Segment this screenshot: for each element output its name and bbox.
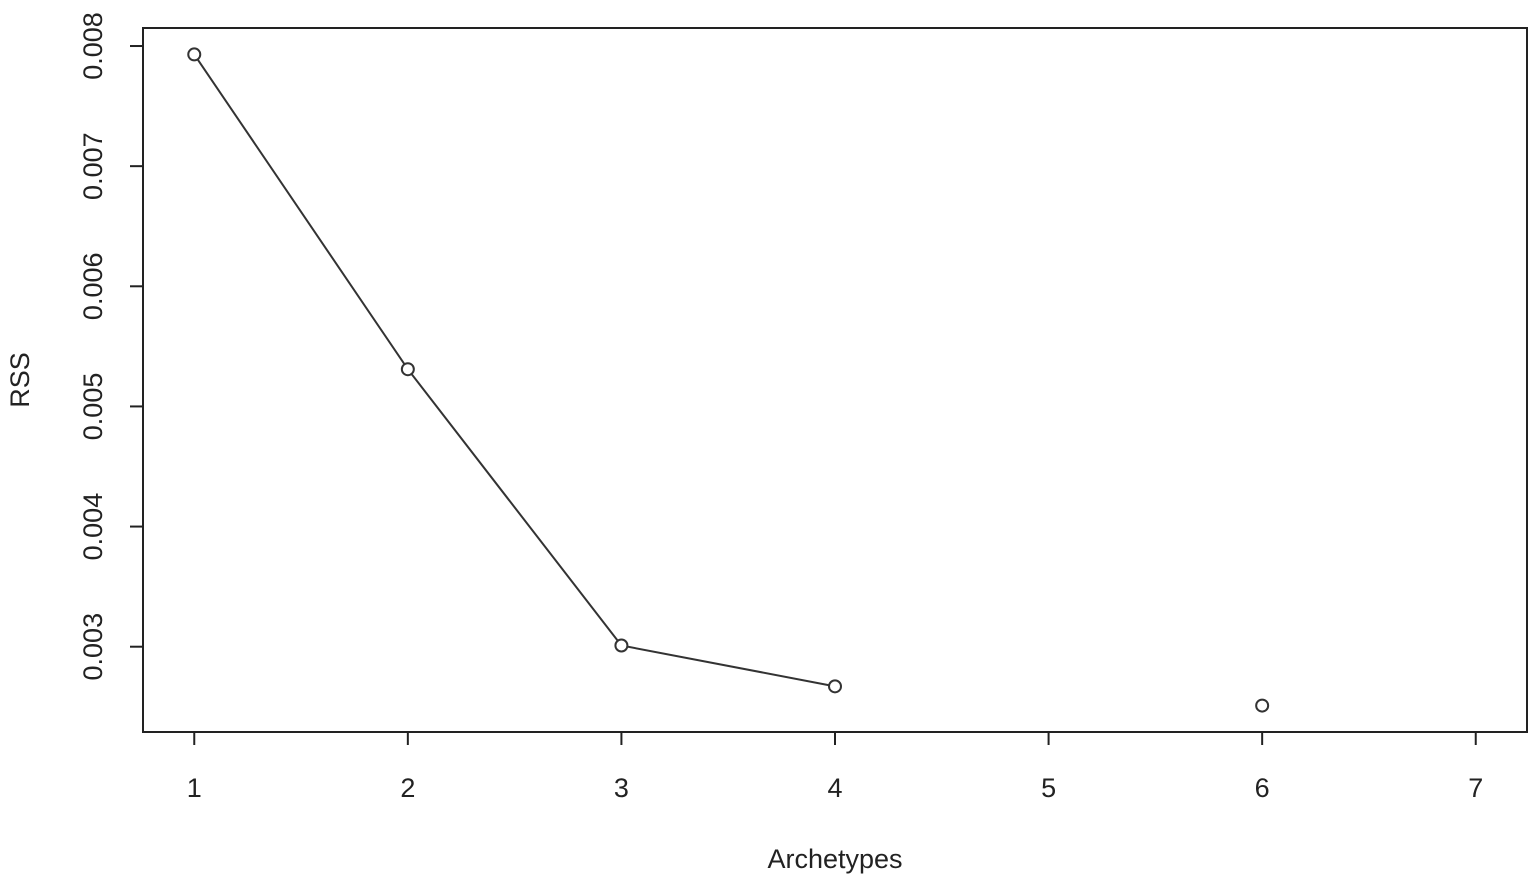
y-tick-label: 0.008 (78, 12, 108, 80)
x-tick-label: 1 (187, 773, 202, 803)
plot-frame (142, 27, 1528, 733)
y-tick-label: 0.003 (78, 613, 108, 681)
y-tick-label: 0.005 (78, 373, 108, 441)
x-tick-label: 4 (827, 773, 842, 803)
data-point (828, 679, 842, 694)
y-tick-label: 0.004 (78, 493, 108, 561)
x-tick-label: 5 (1041, 773, 1056, 803)
data-point (400, 362, 415, 377)
data-point (187, 47, 202, 62)
x-tick-label: 6 (1255, 773, 1270, 803)
data-point (614, 638, 629, 653)
y-axis-label: RSS (5, 352, 35, 408)
x-tick-label: 3 (614, 773, 629, 803)
x-tick-label: 7 (1468, 773, 1483, 803)
series-line (194, 54, 1262, 705)
y-tick-label: 0.007 (78, 132, 108, 200)
data-point (1255, 698, 1270, 713)
x-axis-label: Archetypes (767, 844, 902, 874)
y-tick-label: 0.006 (78, 253, 108, 321)
x-tick-label: 2 (400, 773, 415, 803)
